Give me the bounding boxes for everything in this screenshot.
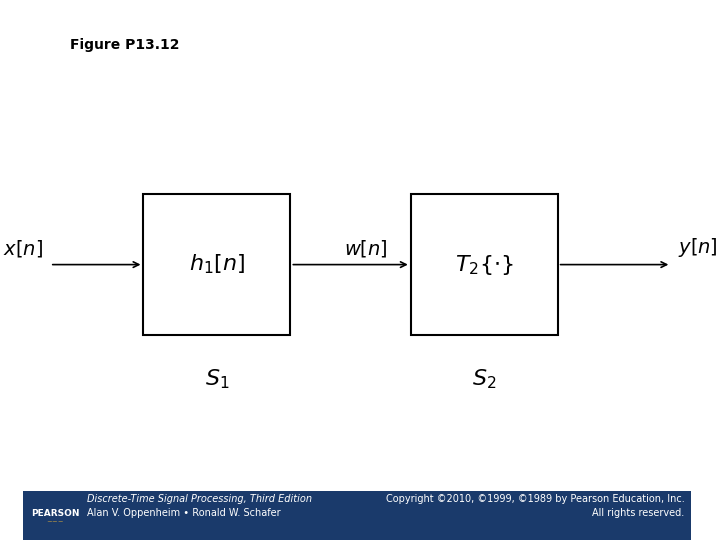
Bar [30,497,80,535]
Text: All rights reserved.: All rights reserved. [593,508,685,518]
Bar [143,194,290,335]
Text: Discrete-Time Signal Processing, Third Edition: Discrete-Time Signal Processing, Third E… [86,494,312,504]
Bar [410,194,558,335]
Text: $h_1[n]$: $h_1[n]$ [189,253,245,276]
Bar [23,491,691,540]
Text: PEARSON: PEARSON [31,509,79,517]
Text: Alan V. Oppenheim • Ronald W. Schafer: Alan V. Oppenheim • Ronald W. Schafer [86,508,280,518]
Text: $T_2\{\cdot\}$: $T_2\{\cdot\}$ [455,253,513,276]
Text: $y[n]$: $y[n]$ [678,236,718,259]
Text: Figure P13.12: Figure P13.12 [70,38,179,52]
Text: Copyright ©2010, ©1999, ©1989 by Pearson Education, Inc.: Copyright ©2010, ©1999, ©1989 by Pearson… [386,494,685,504]
Text: ~~~: ~~~ [46,519,63,525]
Text: $S_1$: $S_1$ [204,367,229,391]
Text: $x[n]$: $x[n]$ [4,238,43,259]
Text: $S_2$: $S_2$ [472,367,496,391]
Text: $w[n]$: $w[n]$ [344,238,387,259]
